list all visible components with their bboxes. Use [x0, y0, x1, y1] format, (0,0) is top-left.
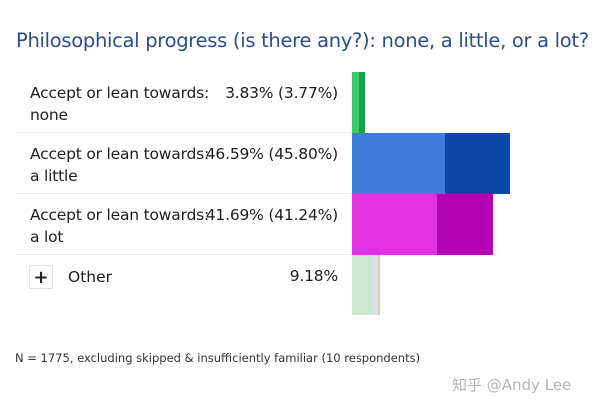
row-value: 46.59% (45.80%) — [205, 145, 338, 163]
bar-segment-other-a — [352, 255, 372, 315]
bar-segment-accept — [359, 72, 365, 133]
expand-other-button[interactable]: + — [29, 265, 53, 289]
row-value: 3.83% (3.77%) — [225, 84, 338, 102]
row-value: 9.18% — [289, 267, 338, 285]
bar-segment-accept — [437, 194, 493, 255]
row-label: Accept or lean towards: a little — [30, 145, 210, 185]
table-row-other[interactable]: + Other 9.18% — [16, 255, 352, 315]
row-label: Accept or lean towards: a lot — [30, 206, 210, 246]
table-row-a-lot: Accept or lean towards: a lot 41.69% (41… — [16, 194, 352, 255]
bar-segment-accept — [445, 133, 510, 194]
table-row-none: Accept or lean towards: none 3.83% (3.77… — [16, 72, 352, 133]
watermark: 知乎 @Andy Lee — [452, 376, 572, 394]
bar-chart — [352, 72, 600, 315]
bar-other — [352, 255, 380, 315]
bar-a-little — [352, 133, 510, 194]
bar-none — [352, 72, 365, 133]
row-label: Accept or lean towards: none — [30, 84, 210, 124]
bar-segment-lean — [352, 72, 359, 133]
bar-segment-lean — [352, 194, 437, 255]
footnote: N = 1775, excluding skipped & insufficie… — [15, 351, 421, 365]
chart-title: Philosophical progress (is there any?): … — [16, 29, 589, 52]
table-row-a-little: Accept or lean towards: a little 46.59% … — [16, 133, 352, 194]
row-label: Other — [68, 268, 113, 286]
bar-a-lot — [352, 194, 493, 255]
plus-icon: + — [33, 266, 49, 288]
row-value: 41.69% (41.24%) — [205, 206, 338, 224]
bar-segment-lean — [352, 133, 445, 194]
bar-segment-other-b — [372, 255, 378, 315]
bar-segment-other-c — [378, 255, 380, 315]
results-table: Accept or lean towards: none 3.83% (3.77… — [16, 72, 352, 315]
